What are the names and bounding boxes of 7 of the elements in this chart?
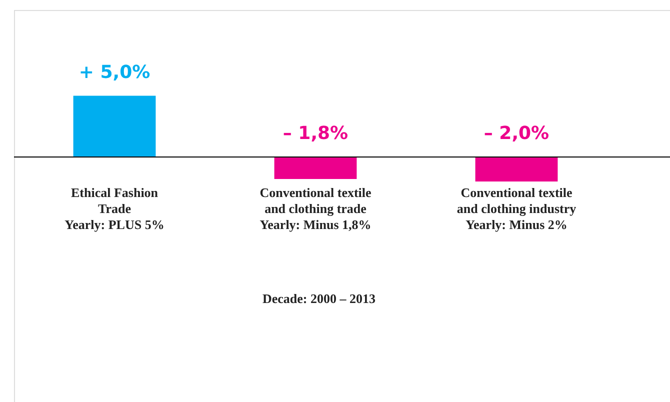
x-tick-label: Conventional textile and clothing trade Yearly: Minus 1,8% — [260, 185, 372, 232]
annotation: Decade: 2000 – 2013 — [262, 291, 376, 306]
x-tick-label: Conventional textile and clothing industry Yearly: Minus 2% — [456, 185, 577, 232]
data-label: – 1,8% — [282, 123, 348, 144]
data-label: + 5,0% — [78, 62, 150, 83]
x-tick-label: Ethical Fashion Trade Yearly: PLUS 5% — [64, 185, 164, 232]
data-label: – 2,0% — [484, 123, 550, 144]
